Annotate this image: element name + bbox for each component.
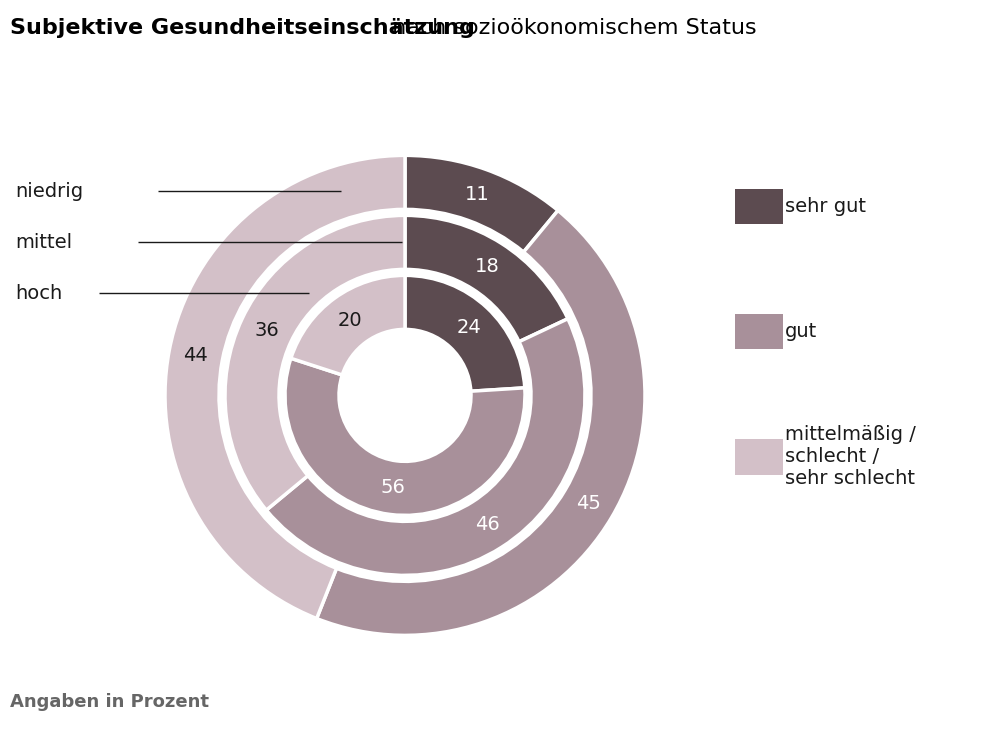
- Wedge shape: [165, 156, 405, 618]
- Text: 18: 18: [475, 256, 499, 276]
- Wedge shape: [225, 215, 405, 510]
- Wedge shape: [291, 276, 405, 375]
- Text: 45: 45: [576, 495, 601, 513]
- Text: nach sozioökonomischem Status: nach sozioökonomischem Status: [385, 18, 757, 38]
- Text: 20: 20: [338, 310, 363, 329]
- Wedge shape: [266, 318, 585, 576]
- Wedge shape: [405, 156, 558, 252]
- Wedge shape: [405, 215, 568, 342]
- Text: sehr gut: sehr gut: [785, 197, 866, 216]
- Text: 46: 46: [475, 515, 499, 534]
- Text: Angaben in Prozent: Angaben in Prozent: [10, 694, 209, 711]
- Text: gut: gut: [785, 322, 817, 341]
- Text: niedrig: niedrig: [15, 182, 83, 201]
- Text: mittel: mittel: [15, 233, 72, 252]
- Text: 11: 11: [465, 186, 490, 204]
- Text: 36: 36: [254, 321, 279, 340]
- Text: 56: 56: [381, 478, 406, 497]
- Wedge shape: [405, 276, 525, 391]
- Text: 24: 24: [456, 318, 481, 337]
- Wedge shape: [317, 211, 645, 635]
- Text: 44: 44: [183, 346, 208, 365]
- Wedge shape: [285, 358, 525, 515]
- Text: mittelmäßig /
schlecht /
sehr schlecht: mittelmäßig / schlecht / sehr schlecht: [785, 425, 916, 489]
- Text: hoch: hoch: [15, 284, 62, 303]
- Text: Subjektive Gesundheitseinschätzung: Subjektive Gesundheitseinschätzung: [10, 18, 475, 38]
